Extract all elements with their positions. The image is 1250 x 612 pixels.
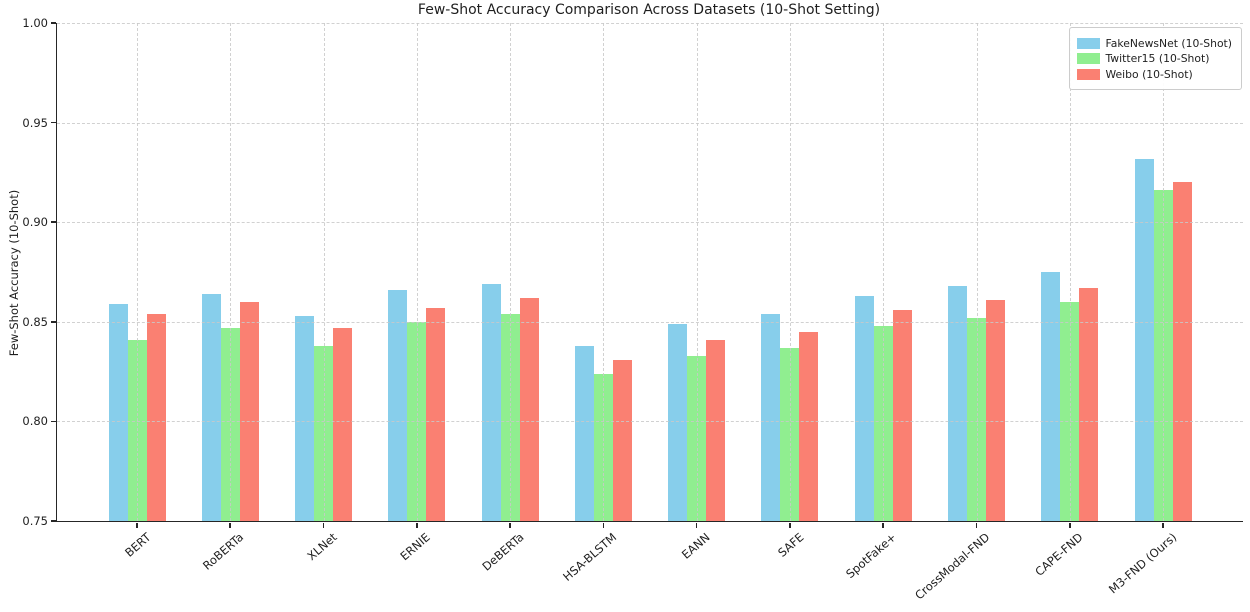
bar-fakenewsnet-CAPE-FND [1041, 272, 1061, 521]
legend-item: Twitter15 (10-Shot) [1076, 52, 1233, 65]
x-tick-label-hsa-blstm: HSA-BLSTM [560, 530, 620, 584]
bar-fakenewsnet-XLNet [295, 315, 315, 521]
y-tick-mark [50, 420, 56, 423]
chart-title: Few-Shot Accuracy Comparison Across Data… [417, 2, 881, 18]
bar-weibo-DeBERTa [519, 297, 539, 521]
bars-layer [57, 23, 1243, 521]
v-gridline [1163, 23, 1164, 521]
x-tick-label-eann: EANN [679, 530, 713, 562]
bar-fakenewsnet-DeBERTa [481, 284, 501, 521]
x-tick-mark [602, 522, 605, 528]
ticks-layer: 0.75 0.80 0.85 0.90 0.95 1.00 BERT RoBERTa XLNet… [22, 16, 1243, 602]
x-tick-mark [322, 522, 325, 528]
y-tick-label: 0.75 [22, 514, 48, 528]
h-gridline [57, 23, 1243, 24]
bar-weibo-CrossModal-FND [985, 299, 1005, 521]
bar-weibo-ERNIE [426, 307, 446, 521]
x-tick-mark [882, 522, 884, 528]
bar-weibo-EANN [706, 339, 726, 521]
h-gridline [57, 321, 1243, 323]
x-tick-label-m3-fnd-ours-: M3-FND (Ours) [1105, 530, 1180, 597]
legend-swatch-icon [1076, 53, 1100, 64]
legend-swatch-icon [1076, 68, 1100, 80]
v-gridline [789, 23, 791, 521]
y-tick-mark [50, 321, 56, 323]
v-gridline [883, 23, 885, 521]
x-tick-label-spotfake-: SpotFake+ [843, 530, 900, 582]
y-tick-mark [50, 22, 56, 24]
v-gridline [137, 23, 138, 521]
bar-twitter15-SpotFake+ [873, 325, 893, 521]
bar-weibo-BERT [146, 313, 166, 521]
x-tick-mark [789, 522, 791, 528]
bar-weibo-HSA-BLSTM [612, 359, 632, 521]
x-tick-mark [509, 522, 511, 528]
legend-item: Weibo (10-Shot) [1076, 67, 1233, 81]
legend-label: FakeNewsNet (10-Shot) [1105, 36, 1233, 50]
x-tick-label-xlnet: XLNet [304, 530, 340, 564]
legend: FakeNewsNet (10-Shot) Twitter15 (10-Shot)… [1068, 27, 1242, 90]
bar-fakenewsnet-ERNIE [388, 289, 408, 521]
legend-label: Twitter15 (10-Shot) [1105, 52, 1210, 65]
h-gridline [57, 122, 1243, 124]
legend-label: Weibo (10-Shot) [1105, 67, 1193, 81]
bar-fakenewsnet-SAFE [761, 313, 781, 521]
v-gridline [976, 23, 978, 521]
v-gridline [416, 23, 418, 521]
bar-fakenewsnet-BERT [108, 303, 128, 521]
v-gridline [510, 23, 512, 521]
bar-twitter15-RoBERTa [220, 327, 240, 521]
h-gridline [57, 222, 1243, 224]
x-tick-label-cape-fnd: CAPE-FND [1032, 530, 1086, 579]
bar-fakenewsnet-SpotFake+ [854, 295, 874, 521]
x-tick-mark [416, 522, 418, 528]
v-gridline [1069, 23, 1071, 521]
y-axis-label: Few-Shot Accuracy (10-Shot) [7, 189, 21, 357]
bar-twitter15-HSA-BLSTM [593, 373, 613, 521]
bar-weibo-SAFE [799, 331, 819, 521]
bar-weibo-RoBERTa [239, 301, 259, 521]
y-tick-label: 0.85 [22, 314, 48, 329]
bar-twitter15-DeBERTa [500, 313, 520, 521]
v-gridline [323, 23, 325, 521]
x-tick-mark [136, 522, 138, 528]
x-tick-label-bert: BERT [121, 530, 154, 560]
legend-item: FakeNewsNet (10-Shot) [1076, 36, 1233, 50]
h-gridline [57, 421, 1243, 423]
x-tick-label-deberta: DeBERTa [479, 530, 527, 574]
y-tick-mark [50, 221, 56, 223]
v-gridline [603, 23, 605, 521]
bar-weibo-XLNet [333, 327, 353, 521]
x-tick-label-roberta: RoBERTa [200, 530, 247, 573]
y-tick-label: 1.00 [22, 16, 48, 30]
bar-weibo-M3-FND (Ours) [1172, 182, 1192, 521]
legend-swatch-icon [1076, 37, 1100, 49]
bar-weibo-SpotFake+ [892, 309, 912, 521]
x-tick-label-ernie: ERNIE [397, 530, 434, 564]
y-tick-mark [50, 121, 56, 124]
grid-layer [57, 23, 1243, 521]
x-tick-mark [975, 522, 978, 528]
v-gridline [230, 23, 232, 521]
x-tick-mark [695, 522, 698, 528]
x-tick-mark [1068, 522, 1071, 528]
y-tick-label: 0.90 [22, 215, 48, 230]
x-tick-mark [1162, 522, 1164, 528]
bar-fakenewsnet-RoBERTa [201, 293, 221, 521]
x-tick-label-crossmodal-fnd: CrossModal-FND [912, 530, 993, 603]
y-tick-mark [50, 520, 56, 522]
bar-twitter15-CrossModal-FND [966, 317, 986, 521]
plot-area: 0.75 0.80 0.85 0.90 0.95 1.00 BERT RoBERTa XLNet… [22, 16, 1243, 602]
bar-fakenewsnet-M3-FND (Ours) [1134, 158, 1154, 521]
v-gridline [696, 23, 698, 521]
x-tick-label-safe: SAFE [774, 530, 807, 560]
x-tick-mark [229, 522, 232, 528]
bar-fakenewsnet-CrossModal-FND [947, 285, 967, 521]
bar-fakenewsnet-HSA-BLSTM [574, 345, 594, 521]
bar-weibo-CAPE-FND [1079, 287, 1099, 521]
y-tick-label: 0.80 [22, 414, 48, 429]
y-tick-label: 0.95 [22, 115, 48, 130]
bar-fakenewsnet-EANN [668, 323, 688, 521]
